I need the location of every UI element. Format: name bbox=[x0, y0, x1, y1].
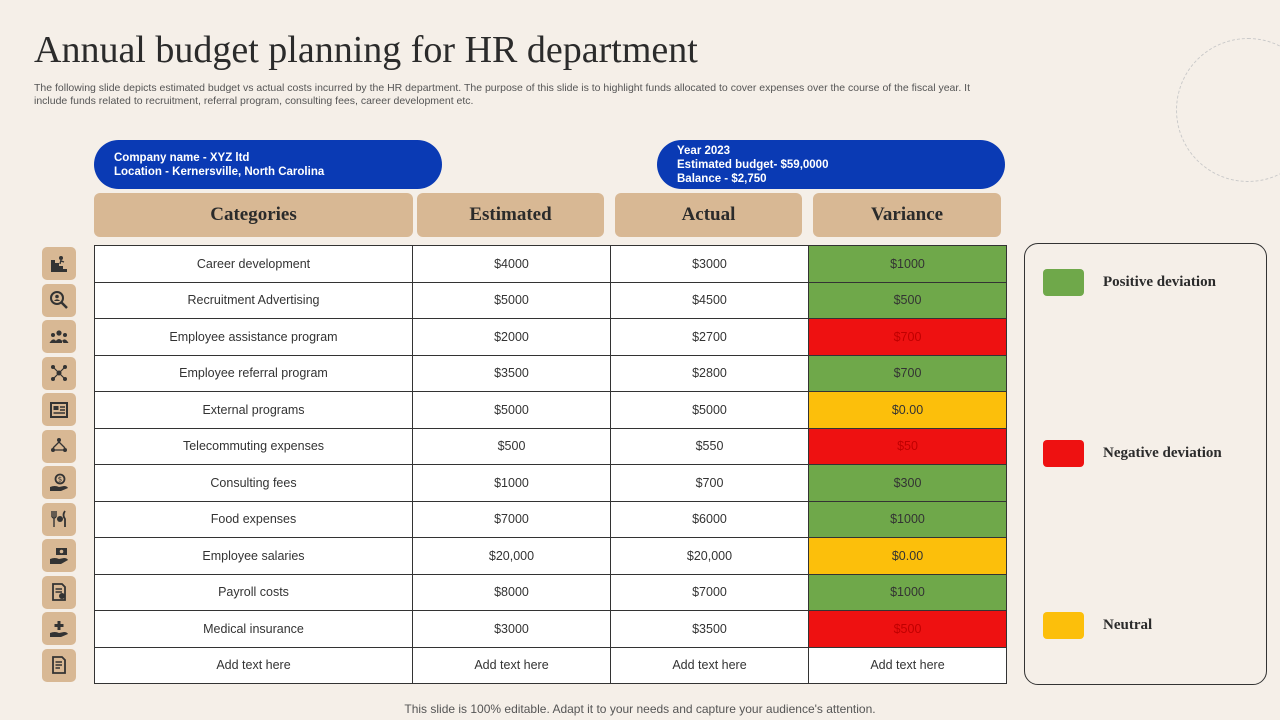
category-cell: Employee salaries bbox=[94, 537, 413, 575]
table-row: Recruitment Advertising $5000 $4500 $500 bbox=[94, 281, 1007, 319]
category-cell: Payroll costs bbox=[94, 573, 413, 611]
category-cell: Consulting fees bbox=[94, 464, 413, 502]
actual-cell: Add text here bbox=[610, 646, 809, 684]
estimated-cell: $500 bbox=[412, 427, 611, 465]
company-name: Company name - XYZ ltd bbox=[114, 151, 250, 164]
summary-estimated-budget: Estimated budget- $59,0000 bbox=[677, 158, 829, 171]
table-row: Payroll costs $8000 $7000 $1000 bbox=[94, 573, 1007, 611]
variance-cell: $1000 bbox=[808, 245, 1007, 283]
actual-cell: $6000 bbox=[610, 500, 809, 538]
decorative-circle bbox=[1176, 38, 1280, 182]
variance-cell: $500 bbox=[808, 281, 1007, 319]
slide-footer: This slide is 100% editable. Adapt it to… bbox=[404, 702, 876, 716]
company-location: Location - Kernersville, North Carolina bbox=[114, 165, 325, 178]
estimated-cell: $3500 bbox=[412, 354, 611, 392]
programs-board-icon bbox=[42, 393, 76, 426]
header-estimated: Estimated bbox=[417, 193, 604, 237]
estimated-cell: $1000 bbox=[412, 464, 611, 502]
legend-item-positive: Positive deviation bbox=[1043, 269, 1216, 296]
variance-cell: $300 bbox=[808, 464, 1007, 502]
medical-hand-icon bbox=[42, 612, 76, 645]
legend-item-negative: Negative deviation bbox=[1043, 440, 1222, 467]
food-icon bbox=[42, 502, 76, 536]
table-row: Telecommuting expenses $500 $550 $50 bbox=[94, 427, 1007, 465]
category-cell: Food expenses bbox=[94, 500, 413, 538]
estimated-cell: $5000 bbox=[412, 391, 611, 429]
summary-year: Year 2023 bbox=[677, 144, 731, 157]
variance-cell: $50 bbox=[808, 427, 1007, 465]
variance-cell: $1000 bbox=[808, 573, 1007, 611]
estimated-cell: $7000 bbox=[412, 500, 611, 538]
estimated-cell: $20,000 bbox=[412, 537, 611, 575]
document-icon bbox=[42, 648, 76, 682]
estimated-cell: Add text here bbox=[412, 646, 611, 684]
team-icon bbox=[42, 320, 76, 353]
actual-cell: $20,000 bbox=[610, 537, 809, 575]
company-info-pill: Company name - XYZ ltd Location - Kerner… bbox=[94, 140, 442, 189]
table-row: Consulting fees $1000 $700 $300 bbox=[94, 464, 1007, 502]
actual-cell: $550 bbox=[610, 427, 809, 465]
estimated-cell: $5000 bbox=[412, 281, 611, 319]
table-row: Medical insurance $3000 $3500 $500 bbox=[94, 610, 1007, 648]
estimated-cell: $8000 bbox=[412, 573, 611, 611]
actual-cell: $700 bbox=[610, 464, 809, 502]
actual-cell: $3500 bbox=[610, 610, 809, 648]
estimated-cell: $4000 bbox=[412, 245, 611, 283]
variance-cell: $1000 bbox=[808, 500, 1007, 538]
budget-summary-pill: Year 2023 Estimated budget- $59,0000 Bal… bbox=[657, 140, 1005, 189]
career-stairs-icon bbox=[42, 247, 76, 280]
estimated-cell: $2000 bbox=[412, 318, 611, 356]
table-row: Employee salaries $20,000 $20,000 $0.00 bbox=[94, 537, 1007, 575]
legend-label-negative: Negative deviation bbox=[1103, 445, 1222, 461]
category-cell: Recruitment Advertising bbox=[94, 281, 413, 319]
variance-cell: $0.00 bbox=[808, 537, 1007, 575]
estimated-cell: $3000 bbox=[412, 610, 611, 648]
category-cell: Employee assistance program bbox=[94, 318, 413, 356]
negative-swatch bbox=[1043, 440, 1084, 467]
summary-balance: Balance - $2,750 bbox=[677, 172, 767, 185]
table-row: Employee assistance program $2000 $2700 … bbox=[94, 318, 1007, 356]
category-cell: Employee referral program bbox=[94, 354, 413, 392]
category-cell: External programs bbox=[94, 391, 413, 429]
actual-cell: $3000 bbox=[610, 245, 809, 283]
variance-cell: $500 bbox=[808, 610, 1007, 648]
legend-panel: Positive deviation Negative deviation Ne… bbox=[1024, 243, 1267, 685]
variance-cell: $700 bbox=[808, 318, 1007, 356]
legend-label-positive: Positive deviation bbox=[1103, 274, 1216, 290]
slide-title: Annual budget planning for HR department bbox=[34, 29, 698, 71]
positive-swatch bbox=[1043, 269, 1084, 296]
category-cell: Medical insurance bbox=[94, 610, 413, 648]
actual-cell: $4500 bbox=[610, 281, 809, 319]
table-row: Employee referral program $3500 $2800 $7… bbox=[94, 354, 1007, 392]
header-categories: Categories bbox=[94, 193, 413, 237]
category-cell: Add text here bbox=[94, 646, 413, 684]
header-actual: Actual bbox=[615, 193, 802, 237]
variance-cell: $700 bbox=[808, 354, 1007, 392]
category-cell: Career development bbox=[94, 245, 413, 283]
slide-subtitle: The following slide depicts estimated bu… bbox=[34, 82, 970, 107]
table-row: Food expenses $7000 $6000 $1000 bbox=[94, 500, 1007, 538]
remote-people-icon bbox=[42, 429, 76, 463]
network-icon bbox=[42, 356, 76, 390]
legend-label-neutral: Neutral bbox=[1103, 617, 1153, 633]
table-row: External programs $5000 $5000 $0.00 bbox=[94, 391, 1007, 429]
header-variance: Variance bbox=[813, 193, 1001, 237]
payroll-document-icon bbox=[42, 575, 76, 609]
salary-hand-icon bbox=[42, 539, 76, 572]
neutral-swatch bbox=[1043, 612, 1084, 639]
svg-text:$: $ bbox=[58, 475, 62, 483]
variance-cell: $0.00 bbox=[808, 391, 1007, 429]
money-hand-icon: $ bbox=[42, 466, 76, 499]
table-row: Add text here Add text here Add text her… bbox=[94, 646, 1007, 684]
search-people-icon bbox=[42, 283, 76, 317]
category-cell: Telecommuting expenses bbox=[94, 427, 413, 465]
table-row: Career development $4000 $3000 $1000 bbox=[94, 245, 1007, 283]
variance-cell: Add text here bbox=[808, 646, 1007, 684]
actual-cell: $2700 bbox=[610, 318, 809, 356]
actual-cell: $7000 bbox=[610, 573, 809, 611]
actual-cell: $5000 bbox=[610, 391, 809, 429]
budget-table: Career development $4000 $3000 $1000 Rec… bbox=[94, 245, 1007, 684]
actual-cell: $2800 bbox=[610, 354, 809, 392]
legend-item-neutral: Neutral bbox=[1043, 612, 1152, 639]
